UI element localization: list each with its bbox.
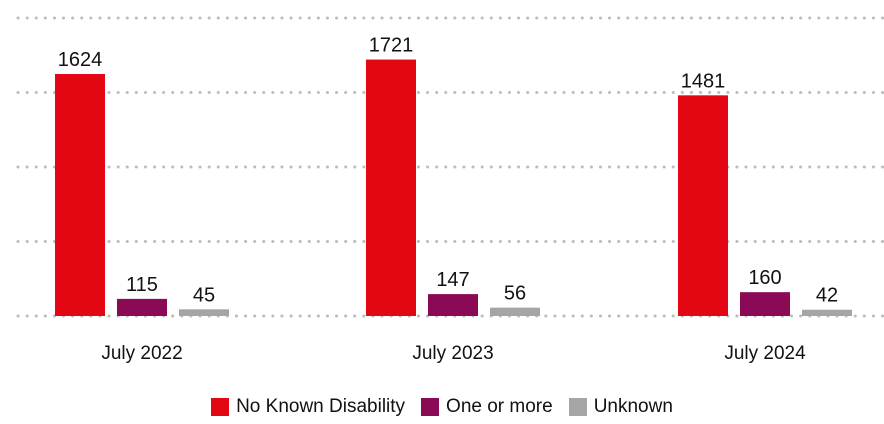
- legend: No Known Disability One or more Unknown: [0, 396, 884, 418]
- bar: [179, 309, 229, 316]
- bar: [428, 294, 478, 316]
- bar: [366, 59, 416, 317]
- bar: [55, 74, 105, 316]
- data-label: 45: [193, 284, 215, 306]
- legend-swatch: [211, 398, 230, 416]
- data-label: 42: [816, 285, 838, 307]
- bar: [740, 292, 790, 316]
- legend-item: One or more: [421, 396, 553, 418]
- legend-label: No Known Disability: [236, 396, 406, 417]
- category-label: July 2023: [412, 343, 493, 364]
- legend-swatch: [568, 398, 587, 416]
- data-label: 160: [748, 267, 781, 289]
- bar: [802, 309, 852, 316]
- legend-label: One or more: [446, 396, 553, 417]
- value-labels: 1624 115 45 1721 147 56 1481 160 42: [58, 35, 838, 307]
- data-label: 115: [126, 274, 158, 296]
- bar: [490, 307, 540, 316]
- bars: [55, 59, 852, 317]
- legend-item: Unknown: [568, 396, 673, 418]
- category-label: July 2022: [101, 343, 182, 364]
- data-label: 1721: [369, 35, 414, 57]
- legend-item: No Known Disability: [211, 396, 405, 418]
- bar: [117, 298, 167, 316]
- data-label: 56: [504, 283, 526, 305]
- data-label: 1481: [681, 70, 726, 92]
- legend-swatch: [421, 398, 440, 416]
- category-labels: July 2022 July 2023 July 2024: [101, 343, 806, 364]
- category-label: July 2024: [724, 343, 806, 364]
- data-label: 1624: [58, 49, 103, 71]
- data-label: 147: [436, 269, 469, 291]
- bar: [678, 95, 728, 317]
- legend-label: Unknown: [593, 396, 673, 417]
